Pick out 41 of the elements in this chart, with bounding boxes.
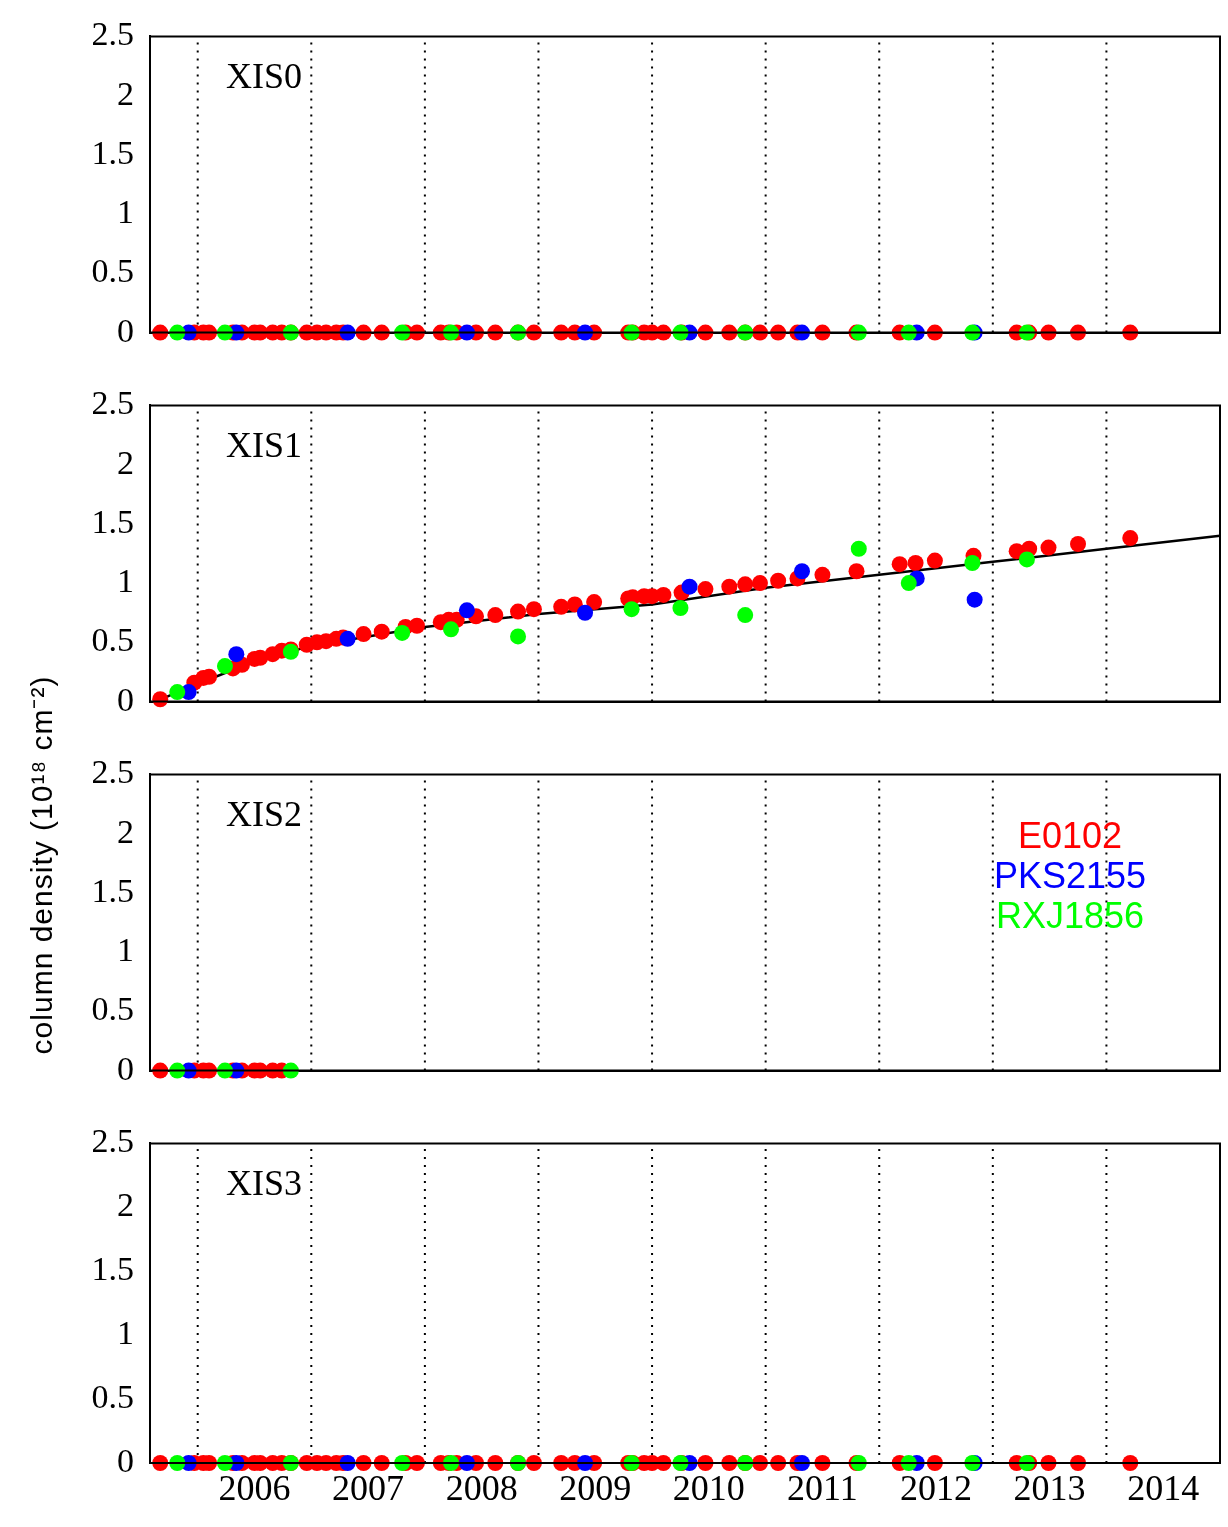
y-tick-label: 0.5 bbox=[91, 621, 134, 659]
x-tick-label: 2012 bbox=[900, 1468, 973, 1509]
y-tick-label: 2 bbox=[117, 74, 134, 112]
y-tick-label: 2.5 bbox=[91, 15, 134, 53]
y-tick-label: 1.5 bbox=[91, 133, 134, 171]
y-tick-label: 2.5 bbox=[91, 384, 134, 422]
x-tick-label: 2009 bbox=[559, 1468, 632, 1509]
y-tick-label: 1.5 bbox=[91, 1250, 134, 1288]
y-tick-label: 0 bbox=[117, 1441, 134, 1479]
y-tick-label: 0 bbox=[117, 1049, 134, 1087]
y-tick-label: 2 bbox=[117, 443, 134, 481]
x-tick-label: 2007 bbox=[332, 1468, 405, 1509]
annotation: XIS0 bbox=[226, 55, 303, 96]
y-axis-title: column density (10¹⁸ cm⁻²) bbox=[23, 675, 59, 1055]
text: E0102 bbox=[1017, 815, 1123, 857]
x-tick-label: 2011 bbox=[787, 1468, 858, 1509]
y-tick-label: 0.5 bbox=[91, 990, 134, 1028]
x-tick-label: 2006 bbox=[218, 1468, 291, 1509]
annotation: XIS1 bbox=[226, 424, 303, 465]
text: RXJ1856 bbox=[995, 895, 1145, 937]
x-tick-label: 2008 bbox=[445, 1468, 518, 1509]
y-tick-label: 1.5 bbox=[91, 871, 134, 909]
y-tick-label: 1 bbox=[117, 1314, 134, 1352]
annotation: XIS2 bbox=[226, 793, 303, 834]
annotation: XIS3 bbox=[226, 1162, 303, 1203]
y-tick-label: 2 bbox=[117, 1186, 134, 1224]
x-tick-label: 2010 bbox=[672, 1468, 745, 1509]
y-tick-label: 1 bbox=[117, 193, 134, 231]
y-tick-label: 0.5 bbox=[91, 1378, 134, 1415]
y-tick-label: 1 bbox=[117, 562, 134, 600]
x-tick-label: 2013 bbox=[1013, 1468, 1086, 1509]
y-tick-label: 2.5 bbox=[91, 1122, 134, 1160]
y-tick-label: 1.5 bbox=[91, 502, 134, 540]
y-tick-label: 2.5 bbox=[91, 753, 134, 791]
text: PKS2155 bbox=[993, 855, 1147, 897]
y-tick-label: 0.5 bbox=[91, 252, 134, 290]
x-tick-label: 2014 bbox=[1127, 1468, 1200, 1509]
y-tick-label: 2 bbox=[117, 812, 134, 850]
y-tick-label: 0 bbox=[117, 311, 134, 349]
y-tick-label: 0 bbox=[117, 680, 134, 718]
y-tick-label: 1 bbox=[117, 931, 134, 969]
